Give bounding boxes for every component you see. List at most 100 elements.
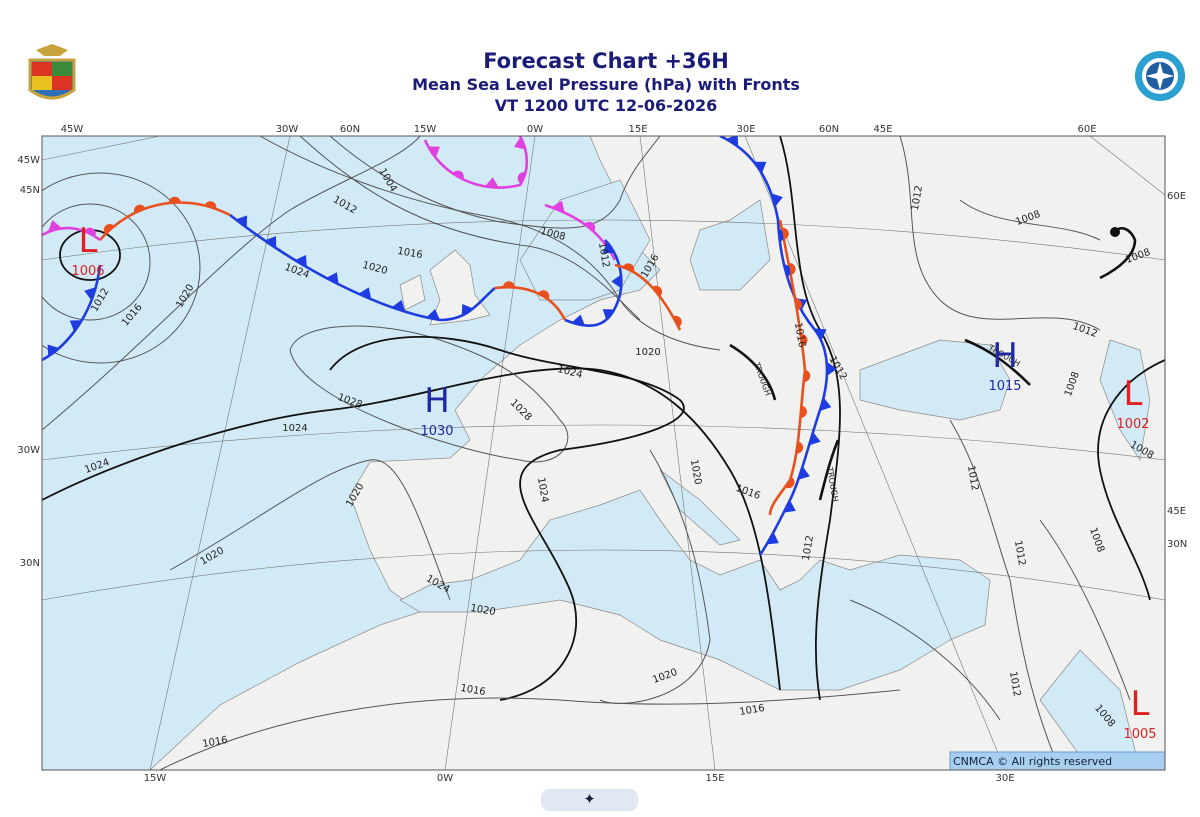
isobar-label: 1012 [1007, 671, 1022, 698]
pressure-center-value: 1015 [988, 379, 1021, 394]
isobar-label: 1016 [739, 703, 766, 718]
copyright: CNMCA © All rights reserved [953, 755, 1112, 768]
front-symbol [358, 287, 372, 300]
isobar-label: 1020 [688, 459, 703, 486]
coordinate-label: 15E [705, 773, 724, 784]
front-symbol [826, 361, 837, 376]
front-symbol [502, 281, 515, 288]
coordinate-label: 60N [340, 124, 360, 135]
pressure-center-value: 1002 [1116, 417, 1149, 432]
isobar-label: 1012 [1012, 540, 1027, 567]
pressure-center-value: 1005 [1123, 727, 1156, 742]
front-symbol [602, 241, 615, 254]
coordinate-label: 30N [1167, 539, 1187, 550]
front-symbol [781, 227, 789, 240]
pressure-center-symbol: H [424, 381, 450, 421]
toolbar-button[interactable]: ✦ [541, 789, 638, 811]
front-symbol [783, 500, 796, 513]
front-symbol [204, 201, 217, 209]
coordinate-label: 0W [527, 124, 543, 135]
front-symbol [785, 477, 795, 489]
isobar-label: 1024 [282, 423, 307, 434]
front-symbol [514, 136, 526, 150]
pressure-center-symbol: H [992, 336, 1018, 376]
pressure-center-symbol: L [79, 221, 98, 261]
isobar-label: 1012 [801, 535, 816, 562]
coordinate-label: 30E [736, 124, 755, 135]
front-symbol [47, 344, 60, 357]
coordinate-label: 45E [873, 124, 892, 135]
isobar-label: 1012 [910, 185, 925, 212]
coordinate-label: 15W [144, 773, 167, 784]
front-symbol [819, 397, 832, 412]
front-symbol [235, 215, 248, 228]
front-symbol [427, 146, 440, 159]
coordinate-label: 30W [276, 124, 299, 135]
front-symbol [326, 272, 339, 285]
front-symbol [788, 263, 796, 275]
front-symbol [611, 274, 622, 289]
front-symbol [264, 236, 277, 249]
front-symbol [551, 200, 565, 213]
isobar-label: 1012 [596, 242, 611, 269]
front-symbol [133, 204, 146, 213]
coordinate-label: 30N [20, 558, 40, 569]
front-symbol [103, 223, 115, 234]
coordinate-label: 15E [628, 124, 647, 135]
valid-time: VT 1200 UTC 12-06-2026 [495, 96, 718, 115]
pressure-center-value: 1030 [420, 424, 453, 439]
left-logo [28, 44, 76, 100]
front-symbol [800, 334, 808, 347]
coordinate-label: 60N [819, 124, 839, 135]
copyright-box [949, 751, 1165, 770]
front-symbol [652, 285, 663, 297]
coordinate-label: 60E [1167, 191, 1186, 202]
coordinate-label: 45N [20, 185, 40, 196]
coordinate-label: 45W [17, 155, 40, 166]
forecast-map: Forecast Chart +36H Mean Sea Level Press… [17, 44, 1187, 784]
graticule [42, 136, 1165, 770]
isobar-label: 1020 [635, 347, 660, 358]
front-symbol [517, 172, 526, 184]
front-symbol [622, 263, 635, 272]
front-symbol [602, 309, 615, 321]
front-symbol [798, 466, 810, 480]
coordinate-label: 30W [17, 445, 40, 456]
front-symbol [766, 532, 779, 545]
isobar-label: 1016 [792, 322, 807, 349]
front-symbol [771, 193, 783, 207]
isobar-label: 1012 [965, 465, 980, 492]
front-symbol [48, 220, 62, 232]
subtitle: Mean Sea Level Pressure (hPa) with Front… [412, 75, 800, 94]
coordinate-label: 30E [995, 773, 1014, 784]
map-frame [41, 135, 1166, 771]
front-symbol [294, 255, 307, 268]
isobars [42, 136, 1165, 770]
front-symbol [452, 170, 464, 180]
front-symbol [461, 303, 474, 317]
front-symbol [726, 136, 739, 147]
title: Forecast Chart +36H [483, 49, 729, 73]
front-symbol [672, 315, 682, 328]
isobar-label: 1016 [202, 735, 229, 750]
coordinate-label: 0W [437, 773, 453, 784]
isobar-label: 1016 [396, 246, 423, 261]
coordinate-label: 45W [61, 124, 84, 135]
isobar-label: 1020 [469, 603, 496, 618]
front-symbol [84, 227, 96, 237]
front-symbol [796, 441, 804, 454]
front-symbol [809, 431, 821, 446]
front-symbol [795, 298, 802, 311]
front-symbol [814, 328, 827, 341]
front-symbol [803, 369, 811, 382]
coordinate-label: 45E [1167, 506, 1186, 517]
pressure-center-symbol: L [1124, 374, 1143, 414]
coordinate-label: 60E [1077, 124, 1096, 135]
front-symbol [754, 161, 767, 174]
pressure-center-value: 1006 [71, 264, 104, 279]
front-symbol [84, 287, 96, 301]
front-symbol [168, 196, 181, 203]
isobar-label: 1016 [459, 683, 486, 698]
